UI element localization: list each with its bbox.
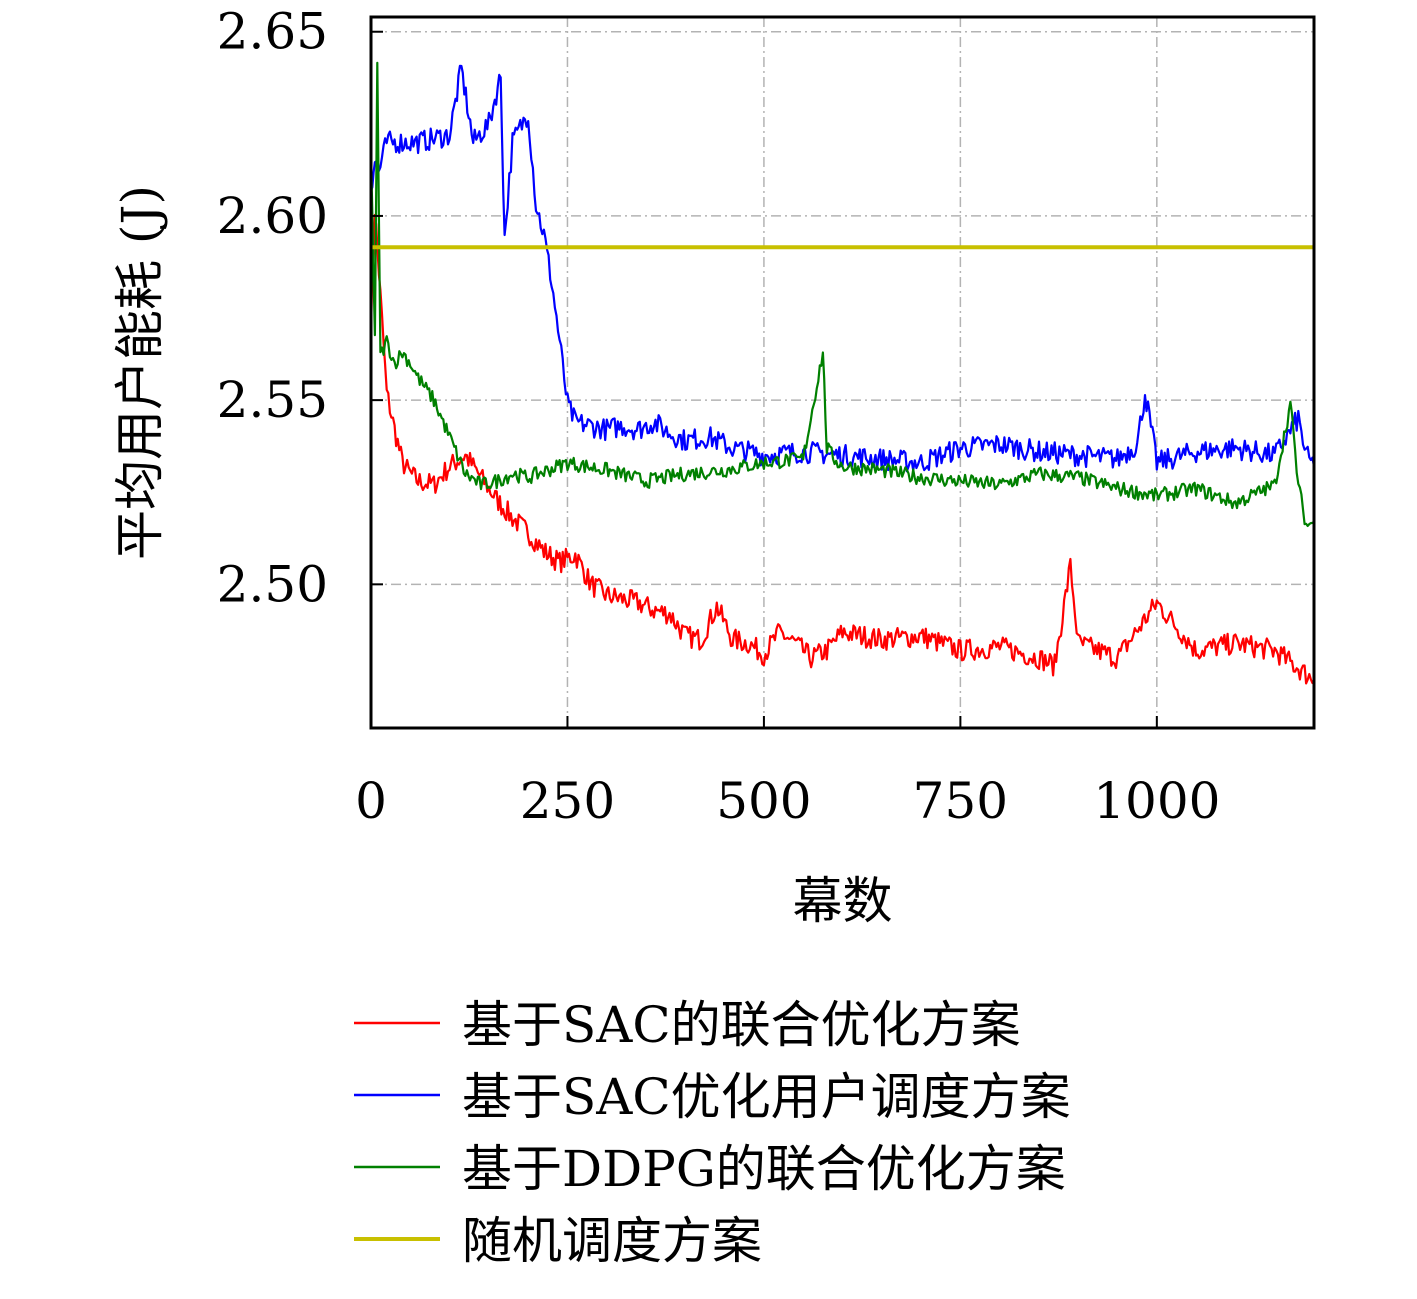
grid [371,17,1314,728]
x-tick-label: 1000 [1093,772,1220,830]
x-axis-title: 幕数 [793,872,893,930]
y-tick-label: 2.55 [217,371,328,429]
series-lines [371,61,1314,685]
x-tick-label: 0 [355,772,387,830]
x-tick-label: 750 [913,772,1008,830]
y-tick-labels: 2.50 2.55 2.60 2.65 [217,3,328,614]
x-tick-label: 500 [716,772,811,830]
legend-label-2: 基于SAC优化用户调度方案 [462,1068,1071,1126]
series-line-3 [371,61,1314,528]
legend-label-3: 基于DDPG的联合优化方案 [462,1140,1066,1198]
legend-label-1: 基于SAC的联合优化方案 [462,996,1021,1054]
series-line-2 [371,64,1314,473]
y-axis-title: 平均用户能耗 (J) [111,185,169,560]
legend-label-4: 随机调度方案 [462,1212,762,1270]
axis-ticks [370,30,1158,728]
y-tick-label: 2.65 [217,3,328,61]
x-tick-labels: 0 250 500 750 1000 [355,772,1220,830]
y-tick-label: 2.50 [217,555,328,613]
plot-frame [369,15,1316,730]
legend: 基于SAC的联合优化方案基于SAC优化用户调度方案基于DDPG的联合优化方案随机… [354,996,1071,1270]
series-line-1 [371,213,1314,685]
x-tick-label: 250 [520,772,615,830]
y-tick-label: 2.60 [217,187,328,245]
